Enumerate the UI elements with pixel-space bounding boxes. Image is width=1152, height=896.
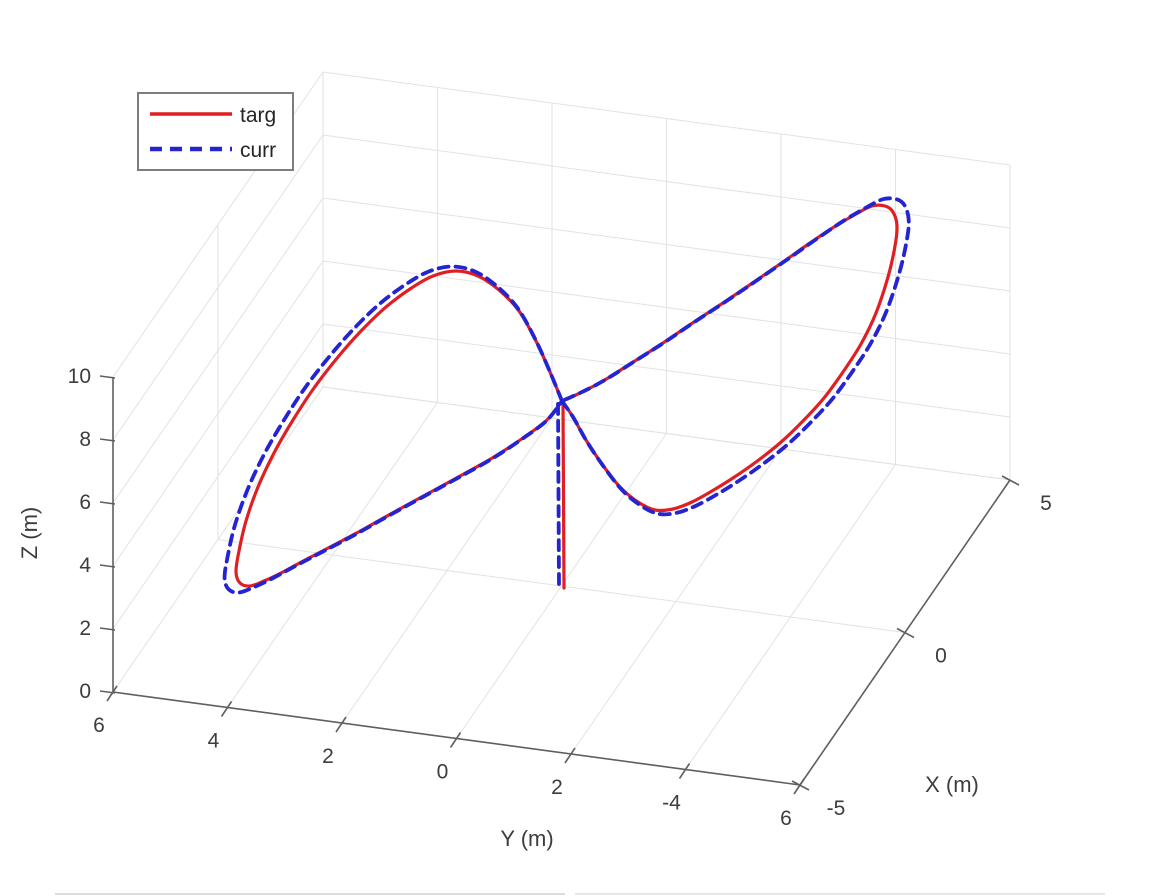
y-tick <box>220 701 233 717</box>
curr-right-loop <box>560 196 911 517</box>
targ-right-loop <box>560 203 899 513</box>
y-tick <box>678 763 691 779</box>
legend-label-curr: curr <box>240 139 276 162</box>
y-axis-title: Y (m) <box>500 826 553 851</box>
z-tick-label: 10 <box>68 365 91 388</box>
z-tick <box>99 564 116 568</box>
y-tick-label: 4 <box>208 730 220 753</box>
z-axis-title: Z (m) <box>17 507 42 560</box>
z-tick <box>99 627 116 631</box>
z-tick <box>99 501 116 505</box>
y-tick <box>335 716 347 733</box>
legend-label-targ: targ <box>240 104 276 127</box>
x-tick <box>1001 475 1020 486</box>
y-tick <box>793 778 805 795</box>
axis-lines <box>112 377 1011 786</box>
trajectory-lines <box>222 196 911 595</box>
grid-lines <box>112 71 1011 786</box>
z-tick-label: 0 <box>79 680 91 703</box>
y-tick-label: 2 <box>551 776 563 799</box>
y-tick-label: -4 <box>662 792 681 815</box>
x-tick <box>896 627 915 639</box>
tick-marks <box>99 375 1020 795</box>
z-tick-label: 8 <box>79 428 91 451</box>
y-tick-label: 0 <box>437 761 449 784</box>
z-tick <box>99 690 116 694</box>
z-tick-label: 4 <box>79 554 91 577</box>
y-tick <box>564 747 576 764</box>
y-tick-label: 2 <box>322 745 334 768</box>
z-tick-label: 2 <box>79 617 91 640</box>
x-tick <box>791 780 810 791</box>
y-tick-label: 6 <box>93 714 105 737</box>
x-tick-label: 0 <box>935 645 947 668</box>
x-tick-label: 5 <box>1040 492 1052 515</box>
targ-left-loop <box>234 269 564 588</box>
y-tick <box>106 685 118 702</box>
z-tick-label: 6 <box>79 491 91 514</box>
y-tick-label: 6 <box>780 807 792 830</box>
z-tick <box>99 375 116 379</box>
curr-takeoff-line <box>556 401 561 586</box>
floor-grid-x <box>217 539 906 633</box>
z-tick <box>99 438 116 442</box>
tick-labels: 6 4 2 0 2 -4 6 -5 0 5 0 2 4 6 8 10 <box>68 365 1052 830</box>
y-tick <box>449 732 462 748</box>
x-tick-label: -5 <box>827 797 846 820</box>
curr-left-loop <box>222 264 564 595</box>
legend-box <box>137 92 294 171</box>
x-axis-title: X (m) <box>925 772 979 797</box>
targ-takeoff-line <box>561 400 566 590</box>
legend: targ curr <box>137 92 294 171</box>
